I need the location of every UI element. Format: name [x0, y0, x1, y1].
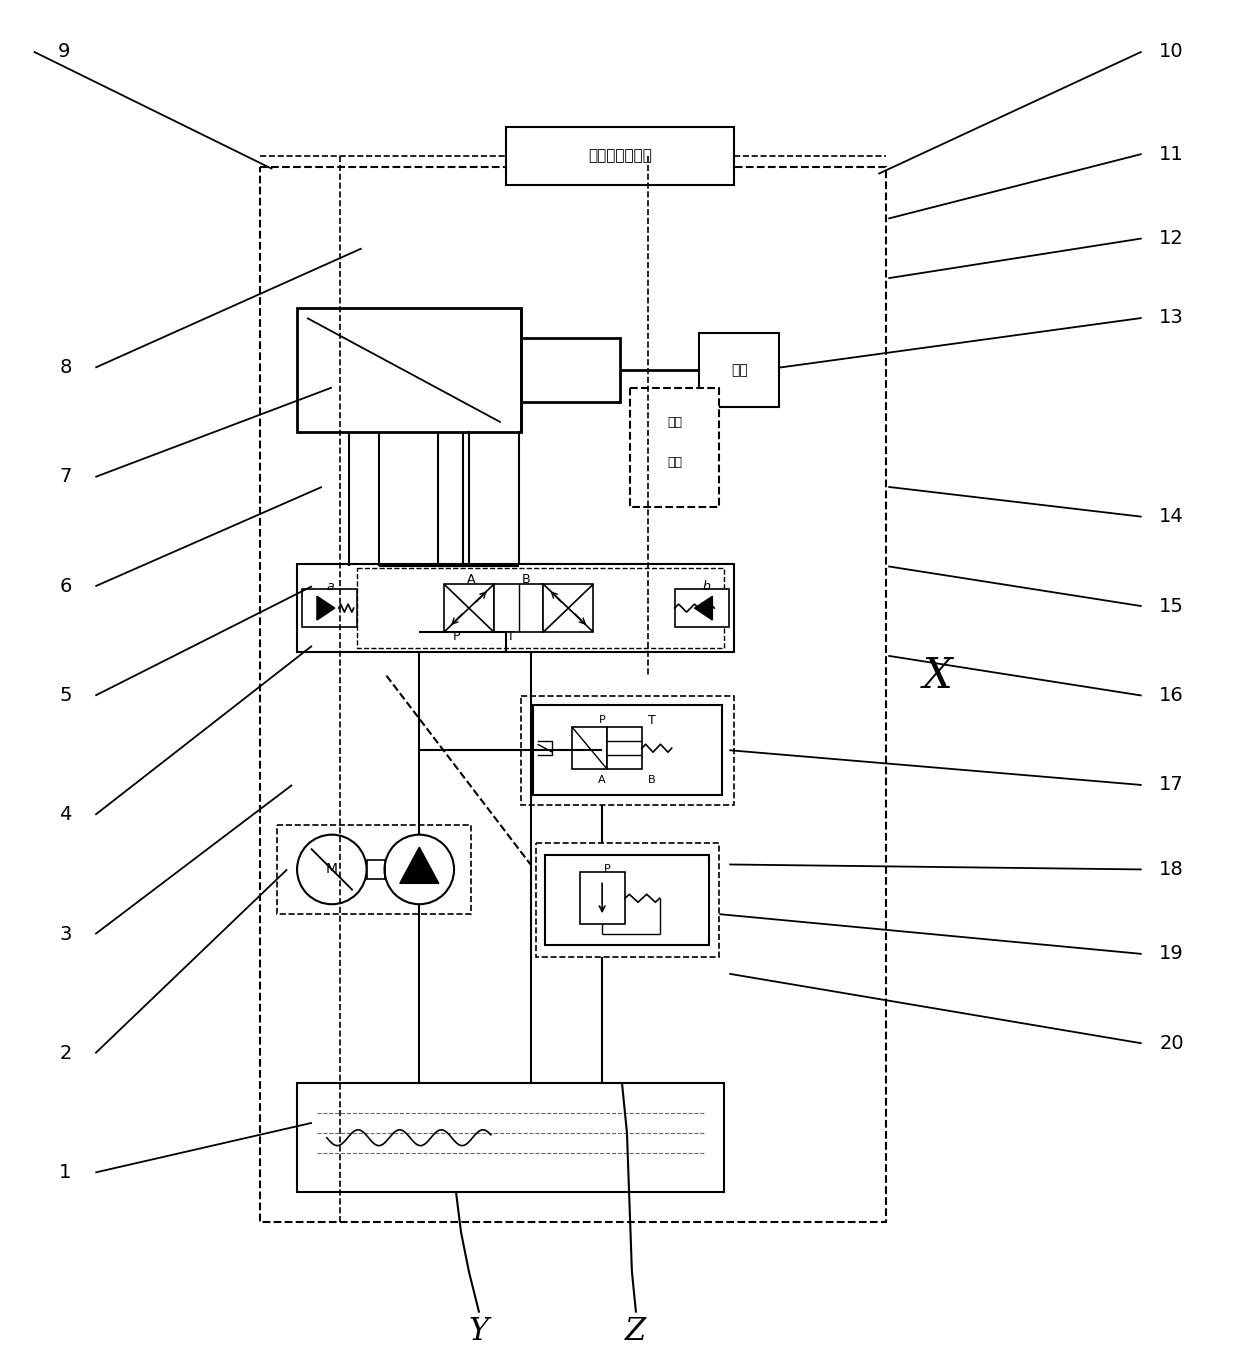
Text: B: B	[649, 776, 656, 785]
Bar	[444, 584, 494, 631]
Text: 5: 5	[60, 687, 72, 706]
Text: 11: 11	[1159, 144, 1184, 163]
Text: 控制及驱动系统: 控制及驱动系统	[588, 148, 652, 163]
Text: 14: 14	[1159, 507, 1184, 526]
Bar	[546, 854, 709, 944]
Text: 19: 19	[1159, 944, 1184, 963]
Bar	[357, 568, 724, 648]
Text: B: B	[521, 573, 529, 585]
Text: P: P	[453, 630, 460, 643]
Text: b: b	[703, 580, 711, 592]
Text: 16: 16	[1159, 687, 1184, 706]
Text: 12: 12	[1159, 229, 1184, 248]
Text: 2: 2	[60, 1044, 72, 1063]
Text: P: P	[599, 715, 605, 726]
Bar	[580, 873, 625, 924]
Bar	[536, 843, 719, 956]
Text: 17: 17	[1159, 776, 1184, 795]
Text: 6: 6	[60, 577, 72, 596]
Text: 7: 7	[60, 468, 72, 487]
Text: 负载: 负载	[730, 363, 748, 378]
Bar	[367, 859, 384, 880]
Bar	[675, 590, 729, 627]
Text: 10: 10	[1159, 42, 1184, 61]
Bar	[298, 564, 734, 652]
Text: 检测: 检测	[667, 415, 682, 429]
Polygon shape	[399, 847, 439, 884]
Bar	[521, 337, 620, 402]
Bar	[260, 167, 887, 1222]
Text: Z: Z	[625, 1317, 646, 1348]
Bar	[608, 727, 642, 769]
Bar	[630, 387, 719, 507]
Polygon shape	[694, 596, 713, 621]
Text: P: P	[604, 865, 610, 874]
Text: T: T	[649, 714, 656, 727]
Bar	[521, 696, 734, 805]
Text: M: M	[326, 862, 337, 877]
Text: 9: 9	[57, 42, 69, 61]
Text: 装置: 装置	[667, 456, 682, 468]
Text: 4: 4	[60, 805, 72, 824]
Bar	[532, 706, 723, 795]
Text: T: T	[507, 630, 515, 643]
Text: Y: Y	[469, 1317, 489, 1348]
Text: A: A	[599, 776, 606, 785]
Text: 20: 20	[1159, 1033, 1184, 1052]
Polygon shape	[317, 596, 335, 621]
Bar	[298, 308, 521, 432]
Bar	[699, 333, 779, 407]
Bar	[573, 727, 608, 769]
Text: A: A	[466, 573, 475, 585]
Bar	[506, 127, 734, 185]
Text: 18: 18	[1159, 859, 1184, 880]
Text: 3: 3	[60, 924, 72, 943]
Bar	[298, 1083, 724, 1193]
Bar	[494, 584, 543, 631]
Text: 15: 15	[1159, 596, 1184, 615]
Text: 13: 13	[1159, 309, 1184, 328]
Bar	[278, 824, 471, 915]
Text: 1: 1	[60, 1163, 72, 1182]
Bar	[543, 584, 593, 631]
Bar	[303, 590, 357, 627]
Text: a: a	[326, 580, 334, 592]
Text: X: X	[923, 654, 952, 696]
Text: 8: 8	[60, 357, 72, 378]
